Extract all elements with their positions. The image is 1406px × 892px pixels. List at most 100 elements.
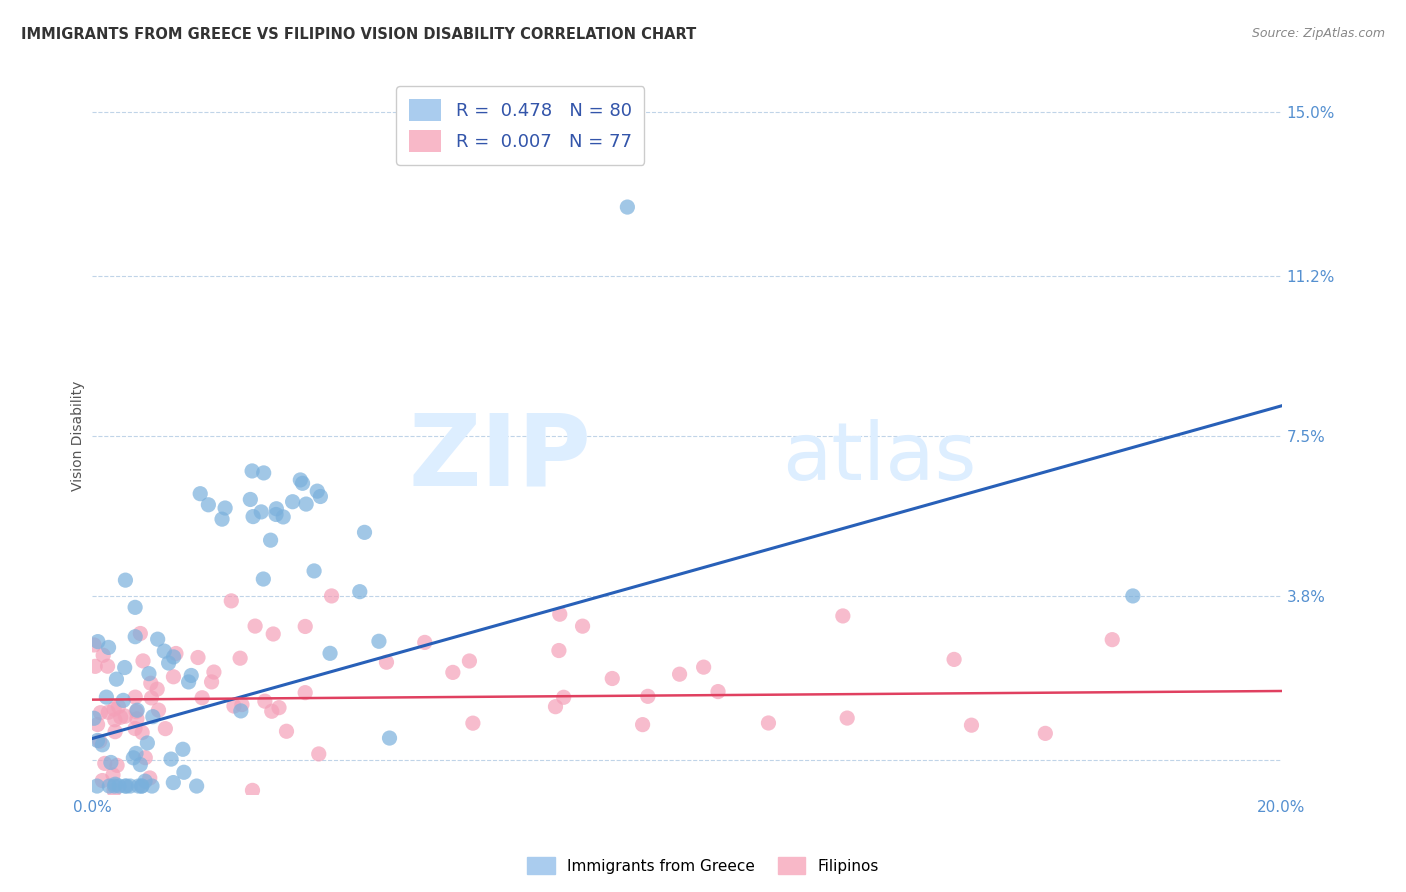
Point — [94, 756, 117, 771]
Point — [148, 703, 170, 717]
Point — [837, 711, 859, 725]
Point — [252, 572, 274, 586]
Point — [219, 594, 242, 608]
Point — [165, 647, 187, 661]
Point — [321, 589, 343, 603]
Point — [262, 627, 284, 641]
Point — [91, 648, 114, 663]
Point — [180, 668, 202, 682]
Point — [309, 490, 332, 504]
Point — [349, 584, 371, 599]
Point — [131, 725, 153, 739]
Point — [86, 779, 108, 793]
Point — [131, 779, 153, 793]
Point — [250, 505, 273, 519]
Point — [211, 512, 233, 526]
Text: atlas: atlas — [782, 418, 976, 497]
Point — [141, 779, 163, 793]
Point — [294, 619, 316, 633]
Point — [1101, 632, 1123, 647]
Point — [110, 710, 132, 724]
Point — [139, 771, 162, 785]
Point — [368, 634, 391, 648]
Point — [128, 779, 150, 793]
Point — [271, 510, 294, 524]
Point — [124, 690, 146, 705]
Point — [142, 709, 165, 723]
Point — [229, 704, 252, 718]
Point — [146, 632, 169, 647]
Point — [191, 690, 214, 705]
Point — [188, 486, 211, 500]
Point — [129, 626, 152, 640]
Point — [124, 630, 146, 644]
Point — [124, 722, 146, 736]
Point — [86, 717, 108, 731]
Point — [87, 634, 110, 648]
Point — [125, 747, 148, 761]
Point — [122, 751, 145, 765]
Point — [114, 573, 136, 587]
Point — [114, 779, 136, 793]
Point — [103, 702, 125, 716]
Point — [441, 665, 464, 680]
Point — [131, 779, 153, 793]
Point — [97, 659, 120, 673]
Point — [84, 659, 107, 673]
Point — [125, 712, 148, 726]
Point — [548, 643, 571, 657]
Point — [276, 724, 298, 739]
Point — [104, 724, 127, 739]
Point — [138, 666, 160, 681]
Point — [229, 651, 252, 665]
Point — [631, 717, 654, 731]
Point — [98, 779, 121, 793]
Point — [294, 686, 316, 700]
Point — [458, 654, 481, 668]
Point — [155, 722, 177, 736]
Point — [231, 698, 253, 712]
Point — [129, 757, 152, 772]
Point — [108, 779, 131, 793]
Point — [157, 656, 180, 670]
Point — [132, 654, 155, 668]
Point — [186, 779, 208, 793]
Point — [758, 716, 780, 731]
Point — [600, 672, 623, 686]
Point — [124, 600, 146, 615]
Point — [83, 711, 105, 725]
Point — [242, 783, 264, 797]
Point — [105, 672, 128, 686]
Point — [160, 752, 183, 766]
Point — [103, 783, 125, 797]
Point — [153, 644, 176, 658]
Point — [162, 670, 184, 684]
Point — [707, 684, 730, 698]
Point — [214, 501, 236, 516]
Point — [295, 497, 318, 511]
Point — [553, 690, 575, 705]
Point — [115, 779, 138, 793]
Point — [86, 733, 108, 747]
Legend: Immigrants from Greece, Filipinos: Immigrants from Greece, Filipinos — [522, 851, 884, 880]
Point — [146, 682, 169, 697]
Point — [96, 690, 118, 705]
Point — [319, 646, 342, 660]
Point — [91, 773, 114, 788]
Point — [943, 652, 966, 666]
Point — [291, 476, 314, 491]
Point — [260, 704, 283, 718]
Point — [302, 564, 325, 578]
Point — [162, 649, 184, 664]
Point — [104, 713, 127, 727]
Point — [267, 700, 290, 714]
Point — [103, 779, 125, 793]
Point — [105, 758, 128, 772]
Point — [127, 703, 149, 717]
Point — [202, 665, 225, 679]
Point — [240, 464, 263, 478]
Point — [307, 484, 329, 499]
Point — [668, 667, 690, 681]
Point — [960, 718, 983, 732]
Point — [242, 509, 264, 524]
